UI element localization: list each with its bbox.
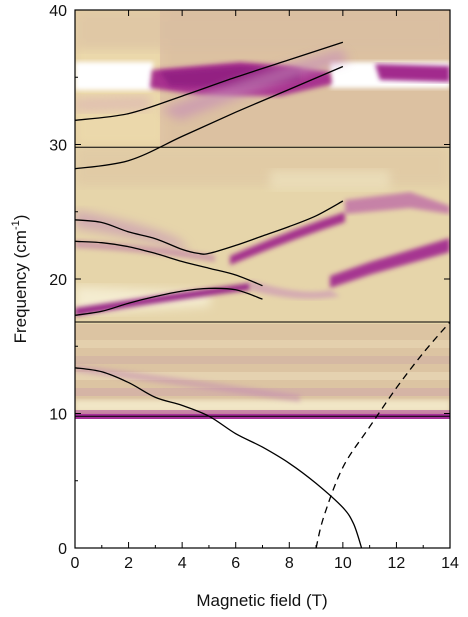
x-tick-label: 0 <box>71 555 80 572</box>
series-line-2 <box>75 65 344 170</box>
x-axis-ticks: 0 2 4 6 8 10 12 14 <box>71 10 459 572</box>
intensity-map <box>75 10 450 419</box>
series-line-4 <box>75 240 263 287</box>
y-axis-title-sup: -1 <box>10 220 22 230</box>
fit-curves <box>75 41 450 548</box>
x-tick-label: 4 <box>178 555 187 572</box>
y-axis-title: Frequency (cm-1) <box>10 215 30 344</box>
series-line-7 <box>315 321 450 548</box>
x-tick-label: 10 <box>334 555 352 572</box>
y-axis-ticks: 0 10 20 30 40 <box>49 3 450 558</box>
y-tick-label: 30 <box>49 138 67 155</box>
y-axis-title-main: Frequency (cm <box>11 230 30 343</box>
y-axis-title-end: ) <box>11 215 30 221</box>
x-axis-title: Magnetic field (T) <box>196 591 327 610</box>
x-tick-label: 8 <box>285 555 294 572</box>
series-line-3 <box>75 200 344 255</box>
series-line-6 <box>75 367 363 548</box>
series-line-1 <box>75 41 344 121</box>
y-tick-label: 40 <box>49 3 67 20</box>
panel-boundaries <box>75 146 450 417</box>
x-tick-label: 6 <box>231 555 240 572</box>
x-tick-label: 14 <box>441 555 459 572</box>
y-tick-label: 10 <box>49 407 67 424</box>
x-tick-label: 12 <box>388 555 406 572</box>
y-tick-label: 0 <box>58 541 67 558</box>
x-tick-label: 2 <box>124 555 133 572</box>
series-line-5 <box>75 287 263 316</box>
y-tick-label: 20 <box>49 272 67 289</box>
